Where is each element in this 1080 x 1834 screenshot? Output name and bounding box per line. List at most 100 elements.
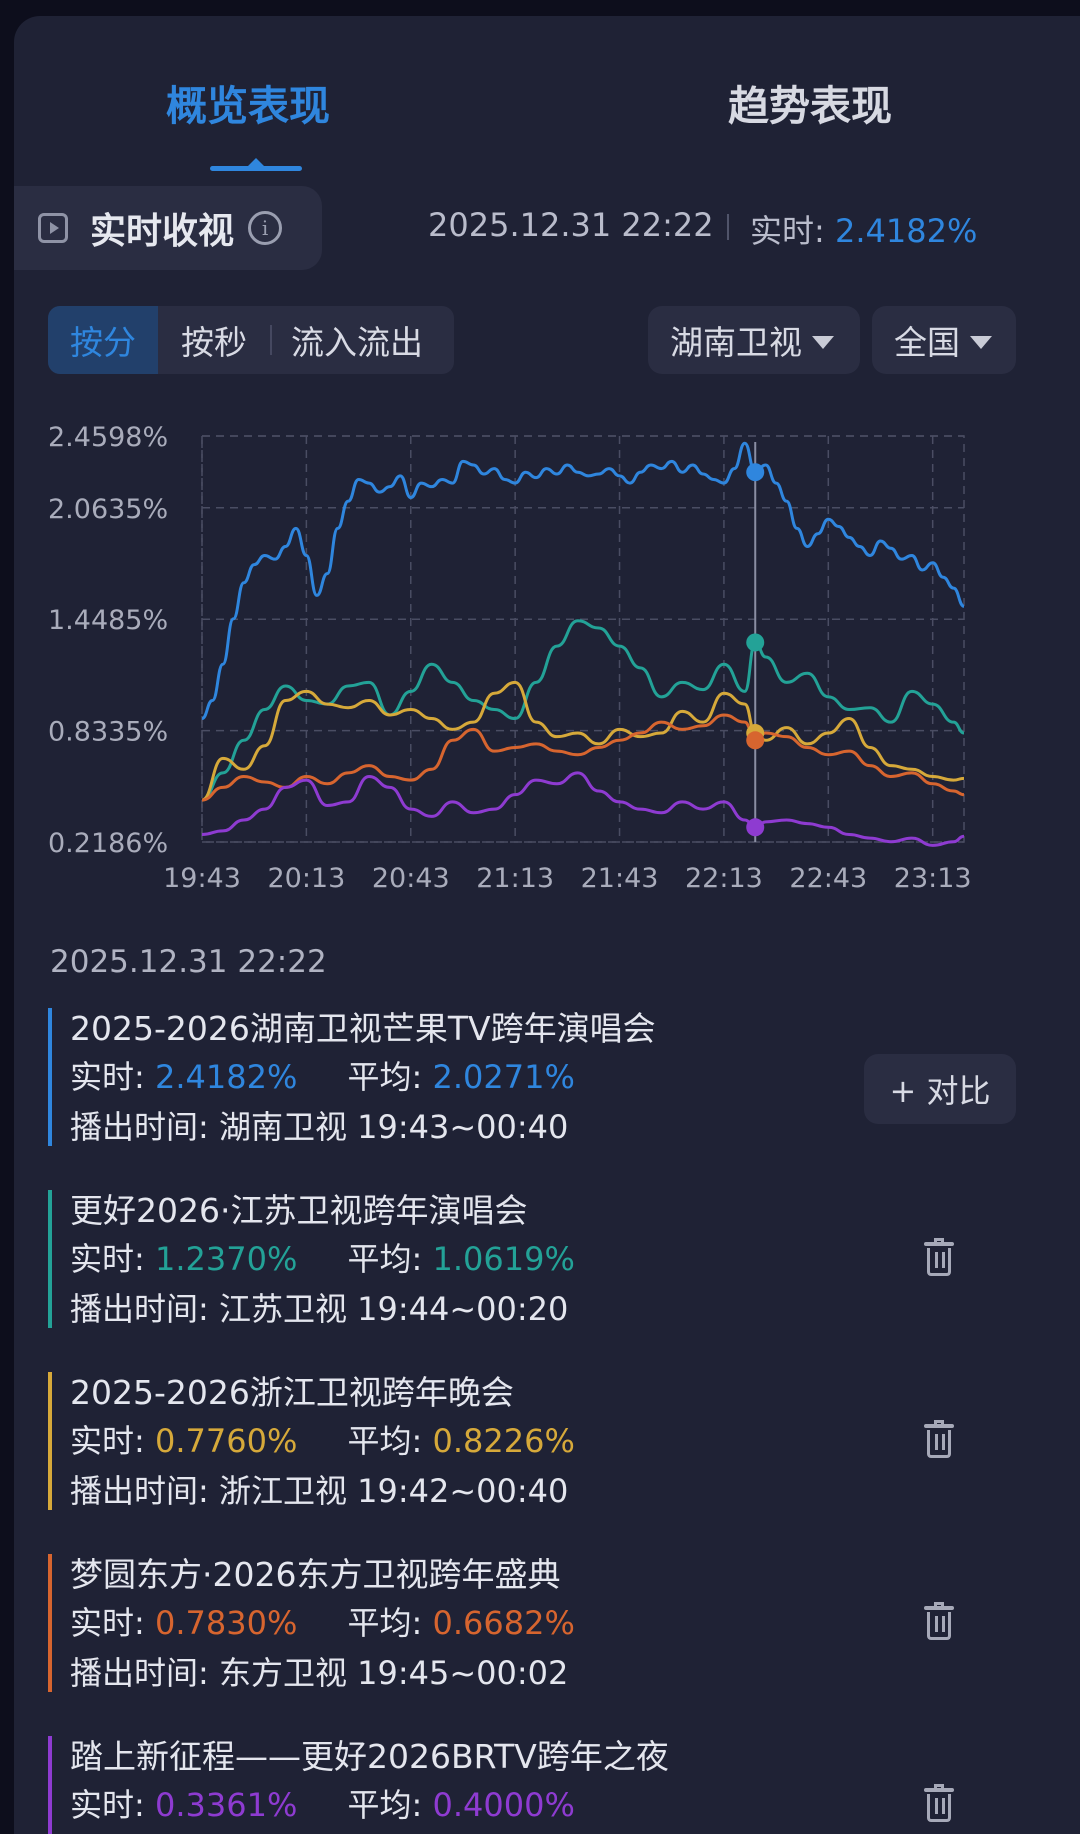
cursor-point-3 — [746, 731, 765, 750]
region-dropdown[interactable]: 全国 — [872, 306, 1016, 374]
airtime-value: 湖南卫视 19:43~00:40 — [218, 1108, 569, 1146]
channel-dropdown[interactable]: 湖南卫视 — [648, 306, 860, 374]
program-airtime: 播出时间: 湖南卫视 19:43~00:40 — [70, 1102, 568, 1148]
add-compare-button[interactable]: + 对比 — [864, 1054, 1016, 1124]
segment-flow-in-out[interactable]: 流入流出 — [291, 323, 423, 362]
series-color-bar — [48, 1190, 52, 1328]
y-tick-label: 1.4485% — [48, 605, 168, 636]
airtime-value: 江苏卫视 19:44~00:20 — [218, 1290, 569, 1328]
airtime-label: 播出时间: — [70, 1472, 209, 1510]
airtime-label: 播出时间: — [70, 1290, 209, 1328]
delete-trash-icon[interactable] — [924, 1420, 954, 1460]
chart-grid — [201, 435, 965, 843]
tab-trend[interactable]: 趋势表现 — [728, 82, 892, 130]
average-label: 平均: — [347, 1240, 423, 1278]
segment-by-minute[interactable]: 按分 — [48, 306, 158, 374]
x-tick-label: 21:43 — [581, 863, 659, 894]
average-label: 平均: — [347, 1422, 423, 1460]
program-title: 2025-2026湖南卫视芒果TV跨年演唱会 — [70, 1009, 656, 1048]
realtime-now: 实时: 2.4182% — [750, 206, 977, 252]
cursor-point-0 — [746, 463, 765, 482]
series-line-0 — [201, 441, 965, 721]
channel-dropdown-value: 湖南卫视 — [670, 323, 802, 362]
series-color-bar — [48, 1554, 52, 1692]
program-airtime: 播出时间: 江苏卫视 19:44~00:20 — [70, 1284, 568, 1330]
program-item-dongfang: 梦圆东方·2026东方卫视跨年盛典 实时: 0.7830% 平均: 0.6682… — [48, 1554, 948, 1692]
y-tick-label: 2.0635% — [48, 494, 168, 525]
divider — [727, 214, 729, 240]
ratings-line-chart[interactable]: 2.4598% 2.0635% 1.4485% 0.8335% 0.2186% 19:4… — [0, 400, 1080, 910]
realtime-value: 0.7760% — [154, 1422, 298, 1460]
series-line-1 — [201, 619, 965, 802]
average-value: 1.0619% — [432, 1240, 575, 1278]
realtime-label: 实时: — [70, 1240, 145, 1278]
caret-down-icon — [970, 335, 992, 349]
series-color-bar — [48, 1736, 52, 1834]
chart-cursor — [746, 442, 765, 842]
realtime-badge: 实时收视 i — [14, 186, 322, 270]
granularity-segmented-control: 按分 按秒 流入流出 — [48, 306, 454, 374]
realtime-label: 实时: — [70, 1058, 145, 1096]
program-title: 踏上新征程——更好2026BRTV跨年之夜 — [70, 1737, 669, 1776]
realtime-value: 0.3361% — [154, 1786, 298, 1824]
segment-by-second[interactable]: 按秒 — [181, 323, 247, 362]
y-tick-label: 0.2186% — [48, 828, 168, 859]
cursor-point-4 — [746, 818, 765, 837]
list-datetime: 2025.12.31 22:22 — [50, 944, 327, 980]
series-color-bar — [48, 1372, 52, 1510]
x-tick-label: 23:13 — [894, 863, 972, 894]
info-icon[interactable]: i — [248, 211, 283, 245]
tab-overview[interactable]: 概览表现 — [166, 82, 330, 130]
realtime-label: 实时: — [70, 1786, 145, 1824]
airtime-label: 播出时间: — [70, 1654, 209, 1692]
active-tab-indicator — [210, 158, 302, 171]
average-label: 平均: — [347, 1604, 423, 1642]
program-airtime: 播出时间: 东方卫视 19:45~00:02 — [70, 1648, 568, 1694]
x-tick-label: 20:43 — [372, 863, 450, 894]
airtime-value: 浙江卫视 19:42~00:40 — [218, 1472, 569, 1510]
region-dropdown-value: 全国 — [894, 323, 960, 362]
realtime-label: 实时: — [70, 1604, 145, 1642]
average-value: 0.4000% — [432, 1786, 575, 1824]
delete-trash-icon[interactable] — [924, 1238, 954, 1278]
series-line-2 — [201, 680, 965, 802]
average-value: 0.8226% — [432, 1422, 575, 1460]
delete-trash-icon[interactable] — [924, 1784, 954, 1824]
segment-divider — [270, 325, 272, 355]
average-value: 2.0271% — [432, 1058, 575, 1096]
realtime-label: 实时收视 — [90, 211, 235, 252]
average-label: 平均: — [347, 1786, 423, 1824]
series-line-3 — [201, 713, 965, 802]
realtime-now-value: 2.4182% — [834, 212, 978, 250]
program-stats: 实时: 0.7760% 平均: 0.8226% — [70, 1416, 575, 1462]
program-stats: 实时: 2.4182% 平均: 2.0271% — [70, 1052, 575, 1098]
series-line-4 — [201, 771, 965, 847]
program-airtime: 播出时间: 浙江卫视 19:42~00:40 — [70, 1466, 568, 1512]
x-tick-label: 22:13 — [685, 863, 763, 894]
y-tick-label: 0.8335% — [48, 717, 168, 748]
average-value: 0.6682% — [432, 1604, 575, 1642]
program-item-jiangsu: 更好2026·江苏卫视跨年演唱会 实时: 1.2370% 平均: 1.0619%… — [48, 1190, 948, 1328]
realtime-label: 实时: — [70, 1422, 145, 1460]
x-axis-ticks: 19:43 20:13 20:43 21:13 21:43 22:13 22:43 23:13 — [163, 863, 971, 894]
cursor-point-1 — [746, 633, 765, 652]
realtime-value: 0.7830% — [154, 1604, 298, 1642]
program-item-hunan: 2025-2026湖南卫视芒果TV跨年演唱会 实时: 2.4182% 平均: 2… — [48, 1008, 948, 1146]
realtime-value: 2.4182% — [154, 1058, 298, 1096]
y-tick-label: 2.4598% — [48, 422, 168, 453]
realtime-now-label: 实时: — [750, 212, 825, 250]
average-label: 平均: — [347, 1058, 423, 1096]
x-tick-label: 20:13 — [267, 863, 345, 894]
caret-down-icon — [812, 335, 834, 349]
airtime-value: 东方卫视 19:45~00:02 — [218, 1654, 569, 1692]
program-stats: 实时: 0.3361% 平均: 0.4000% — [70, 1780, 575, 1826]
program-title: 更好2026·江苏卫视跨年演唱会 — [70, 1191, 528, 1230]
delete-trash-icon[interactable] — [924, 1602, 954, 1642]
program-title: 梦圆东方·2026东方卫视跨年盛典 — [70, 1555, 561, 1594]
series-color-bar — [48, 1008, 52, 1146]
tv-play-icon — [38, 213, 68, 243]
y-axis-ticks: 2.4598% 2.0635% 1.4485% 0.8335% 0.2186% — [48, 422, 168, 859]
realtime-datetime: 2025.12.31 22:22 — [428, 206, 714, 244]
x-tick-label: 19:43 — [163, 863, 241, 894]
program-stats: 实时: 0.7830% 平均: 0.6682% — [70, 1598, 575, 1644]
